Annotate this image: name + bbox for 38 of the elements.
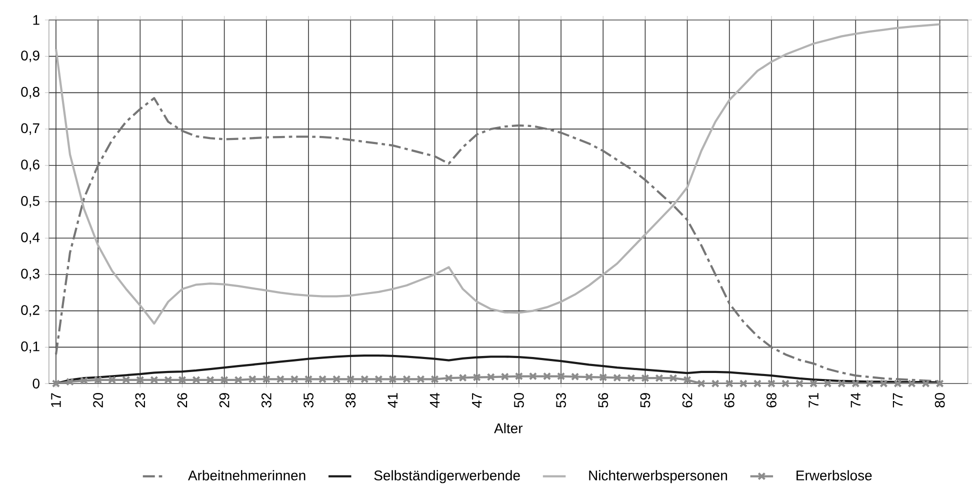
y-tick-label: 0,3	[21, 268, 40, 280]
y-tick-label: 0	[32, 378, 40, 389]
x-tick-label: 77	[892, 393, 903, 408]
x-tick-label: 47	[472, 393, 482, 408]
x-tick-label: 20	[93, 393, 104, 408]
y-tick-label: 1	[33, 15, 40, 25]
x-tick-label: 65	[724, 393, 734, 408]
y-tick-label: 0,9	[21, 50, 40, 62]
y-tick-label: 0,8	[21, 87, 40, 99]
legend-label: Erwerbslose	[796, 470, 872, 481]
x-tick-label: 53	[556, 393, 566, 408]
x-tick-label: 68	[766, 393, 776, 408]
x-axis-title: Alter	[494, 423, 523, 434]
x-tick-label: 26	[177, 393, 188, 408]
x-tick-label: 56	[598, 393, 608, 408]
x-tick-label: 74	[850, 393, 860, 408]
legend-label: Arbeitnehmerinnen	[188, 470, 306, 481]
y-tick-label: 0,5	[21, 196, 40, 208]
y-tick-label: 0,4	[21, 232, 40, 244]
x-tick-label: 29	[219, 393, 230, 408]
x-tick-label: 17	[51, 393, 61, 408]
x-tick-label: 38	[346, 393, 356, 408]
x-tick-label: 62	[682, 393, 692, 408]
x-tick-label: 35	[304, 393, 314, 408]
x-tick-label: 32	[261, 393, 272, 408]
x-tick-label: 44	[430, 393, 440, 408]
x-tick-label: 71	[808, 393, 818, 408]
y-tick-label: 0,7	[21, 123, 40, 135]
x-tick-label: 41	[388, 393, 398, 408]
x-tick-label: 80	[934, 393, 945, 408]
legend-label: Nichterwerbspersonen	[589, 470, 728, 484]
y-tick-label: 0,1	[21, 342, 40, 354]
x-tick-label: 23	[135, 393, 146, 408]
x-tick-label: 59	[640, 393, 650, 408]
legend-label: Selbständigerwerbende	[374, 470, 520, 484]
x-tick-label: 50	[514, 393, 524, 408]
y-tick-label: 0,2	[21, 305, 40, 317]
y-tick-label: 0,6	[21, 160, 40, 172]
